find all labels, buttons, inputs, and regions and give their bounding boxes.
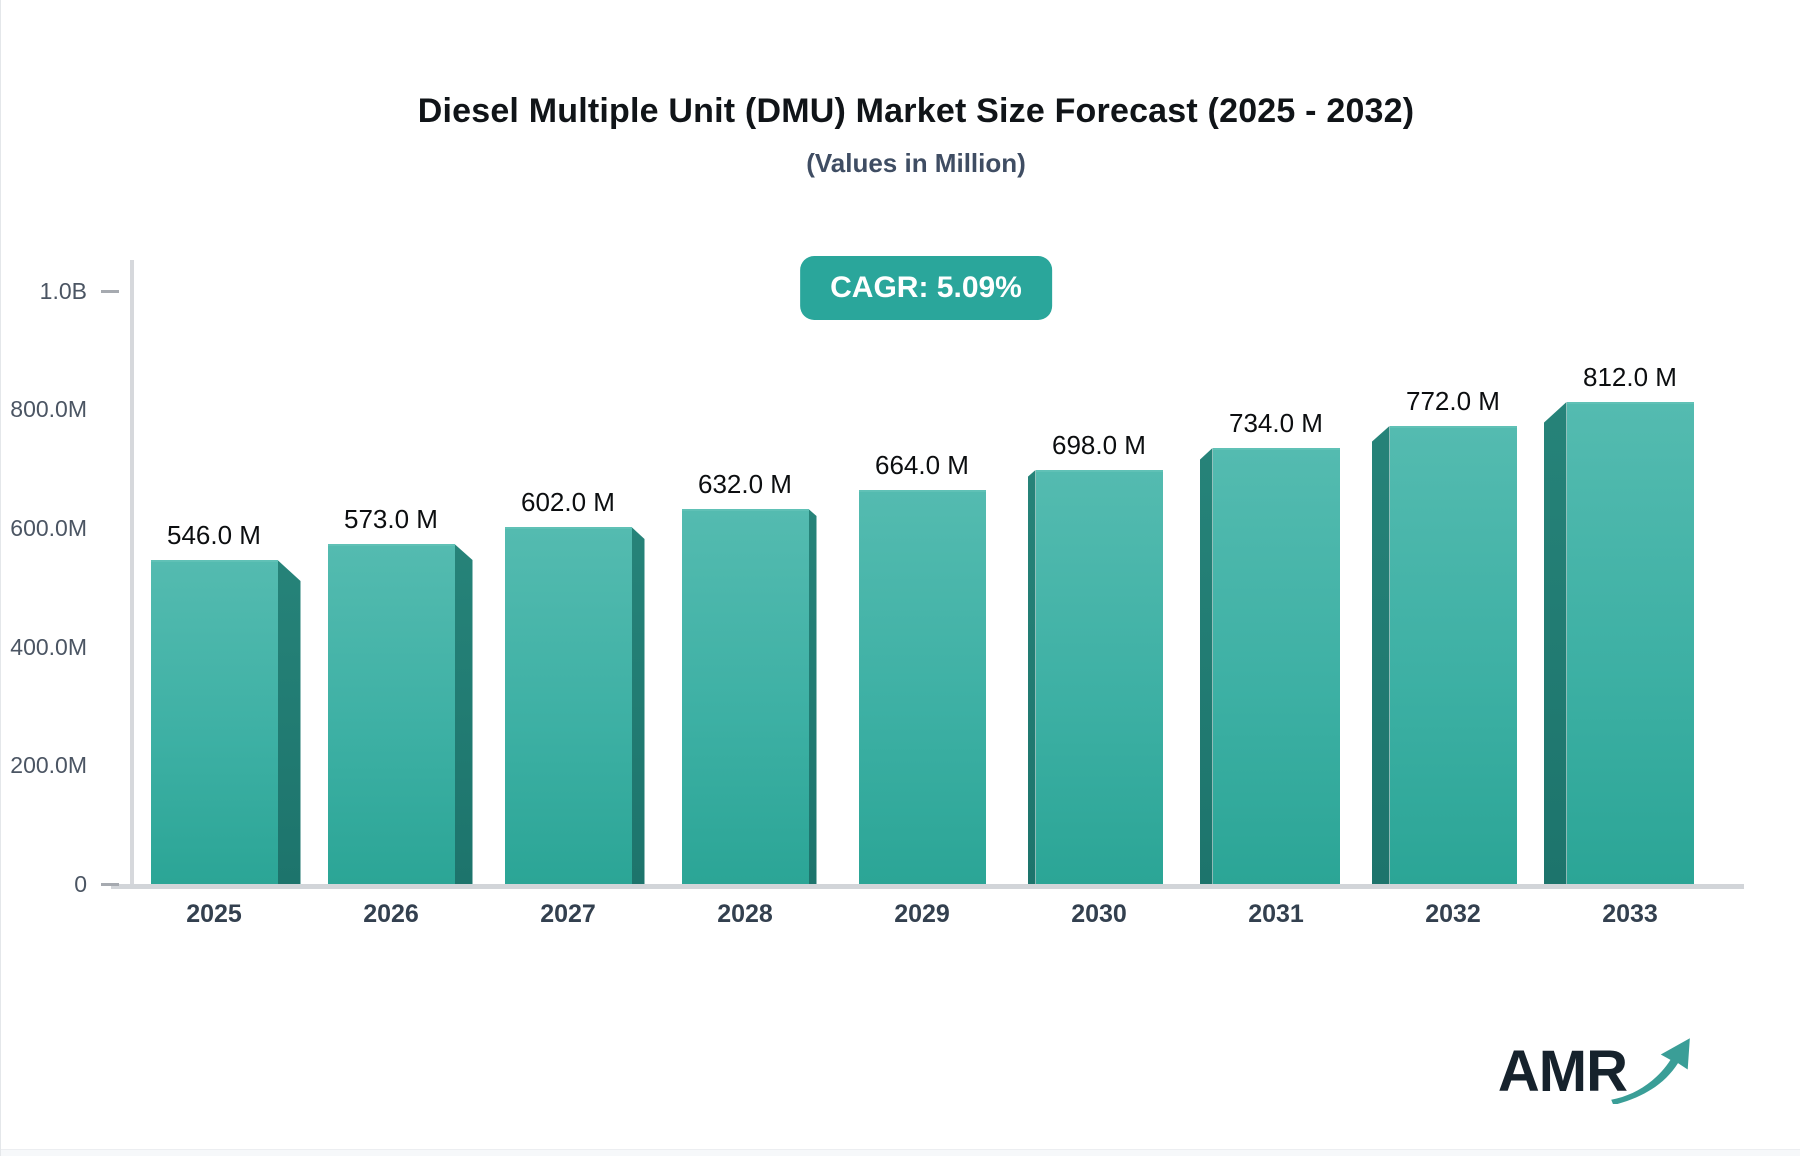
y-tick-dash — [101, 883, 119, 886]
bar-value-label-2032: 772.0 M — [1406, 386, 1500, 416]
bar-2032 — [1389, 426, 1517, 884]
bar-2033 — [1566, 402, 1694, 884]
bar-2025 — [150, 560, 278, 884]
bar-side-2030 — [1027, 470, 1036, 884]
y-tick-label: 1.0B — [39, 277, 87, 304]
bar-value-label-2026: 573.0 M — [344, 504, 438, 534]
x-tick-label-2029: 2029 — [894, 900, 950, 928]
bar-value-label-2027: 602.0 M — [521, 487, 615, 517]
y-axis-line — [130, 260, 134, 889]
y-tick-label: 800.0M — [10, 396, 87, 423]
x-tick-label-2030: 2030 — [1071, 900, 1127, 928]
bar-side-2031 — [1199, 448, 1213, 884]
y-tick-label: 400.0M — [10, 633, 87, 660]
bar-2029 — [858, 490, 986, 884]
y-tick-label: 200.0M — [10, 752, 87, 779]
y-tick-label: 0 — [74, 871, 87, 897]
bar-2027 — [504, 527, 632, 884]
y-tick-label: 600.0M — [10, 514, 87, 541]
bar-value-label-2025: 546.0 M — [167, 520, 261, 550]
trend-arrow-icon — [1611, 1038, 1690, 1104]
bar-value-label-2029: 664.0 M — [875, 450, 969, 480]
bar-value-label-2033: 812.0 M — [1583, 362, 1677, 392]
bar-side-2033 — [1543, 402, 1567, 884]
bar-value-label-2030: 698.0 M — [1052, 430, 1146, 460]
amr-logo: AMR — [1497, 1038, 1703, 1104]
bar-2030 — [1035, 470, 1163, 884]
bar-2026 — [327, 544, 455, 884]
x-axis-baseline — [111, 884, 1744, 889]
bar-side-2028 — [808, 509, 817, 884]
bar-side-2032 — [1371, 426, 1390, 884]
x-tick-label-2032: 2032 — [1425, 900, 1481, 928]
amr-logo-text: AMR — [1497, 1039, 1628, 1104]
bar-side-2025 — [277, 560, 301, 884]
bar-side-2027 — [631, 527, 645, 884]
bar-value-label-2031: 734.0 M — [1229, 408, 1323, 438]
x-tick-label-2031: 2031 — [1248, 900, 1304, 928]
bar-side-2026 — [454, 544, 473, 884]
bar-2031 — [1212, 448, 1340, 884]
x-tick-label-2027: 2027 — [540, 900, 596, 928]
y-tick-dash — [101, 289, 119, 293]
x-tick-label-2028: 2028 — [717, 900, 773, 928]
chart-subtitle: (Values in Million) — [806, 148, 1026, 178]
bar-2028 — [681, 509, 809, 884]
bar-value-label-2028: 632.0 M — [698, 469, 792, 499]
x-tick-label-2025: 2025 — [186, 900, 242, 928]
x-tick-label-2026: 2026 — [363, 900, 419, 928]
chart-title: Diesel Multiple Unit (DMU) Market Size F… — [417, 92, 1415, 130]
cagr-badge: CAGR: 5.09% — [800, 256, 1052, 320]
x-tick-label-2033: 2033 — [1602, 900, 1658, 928]
